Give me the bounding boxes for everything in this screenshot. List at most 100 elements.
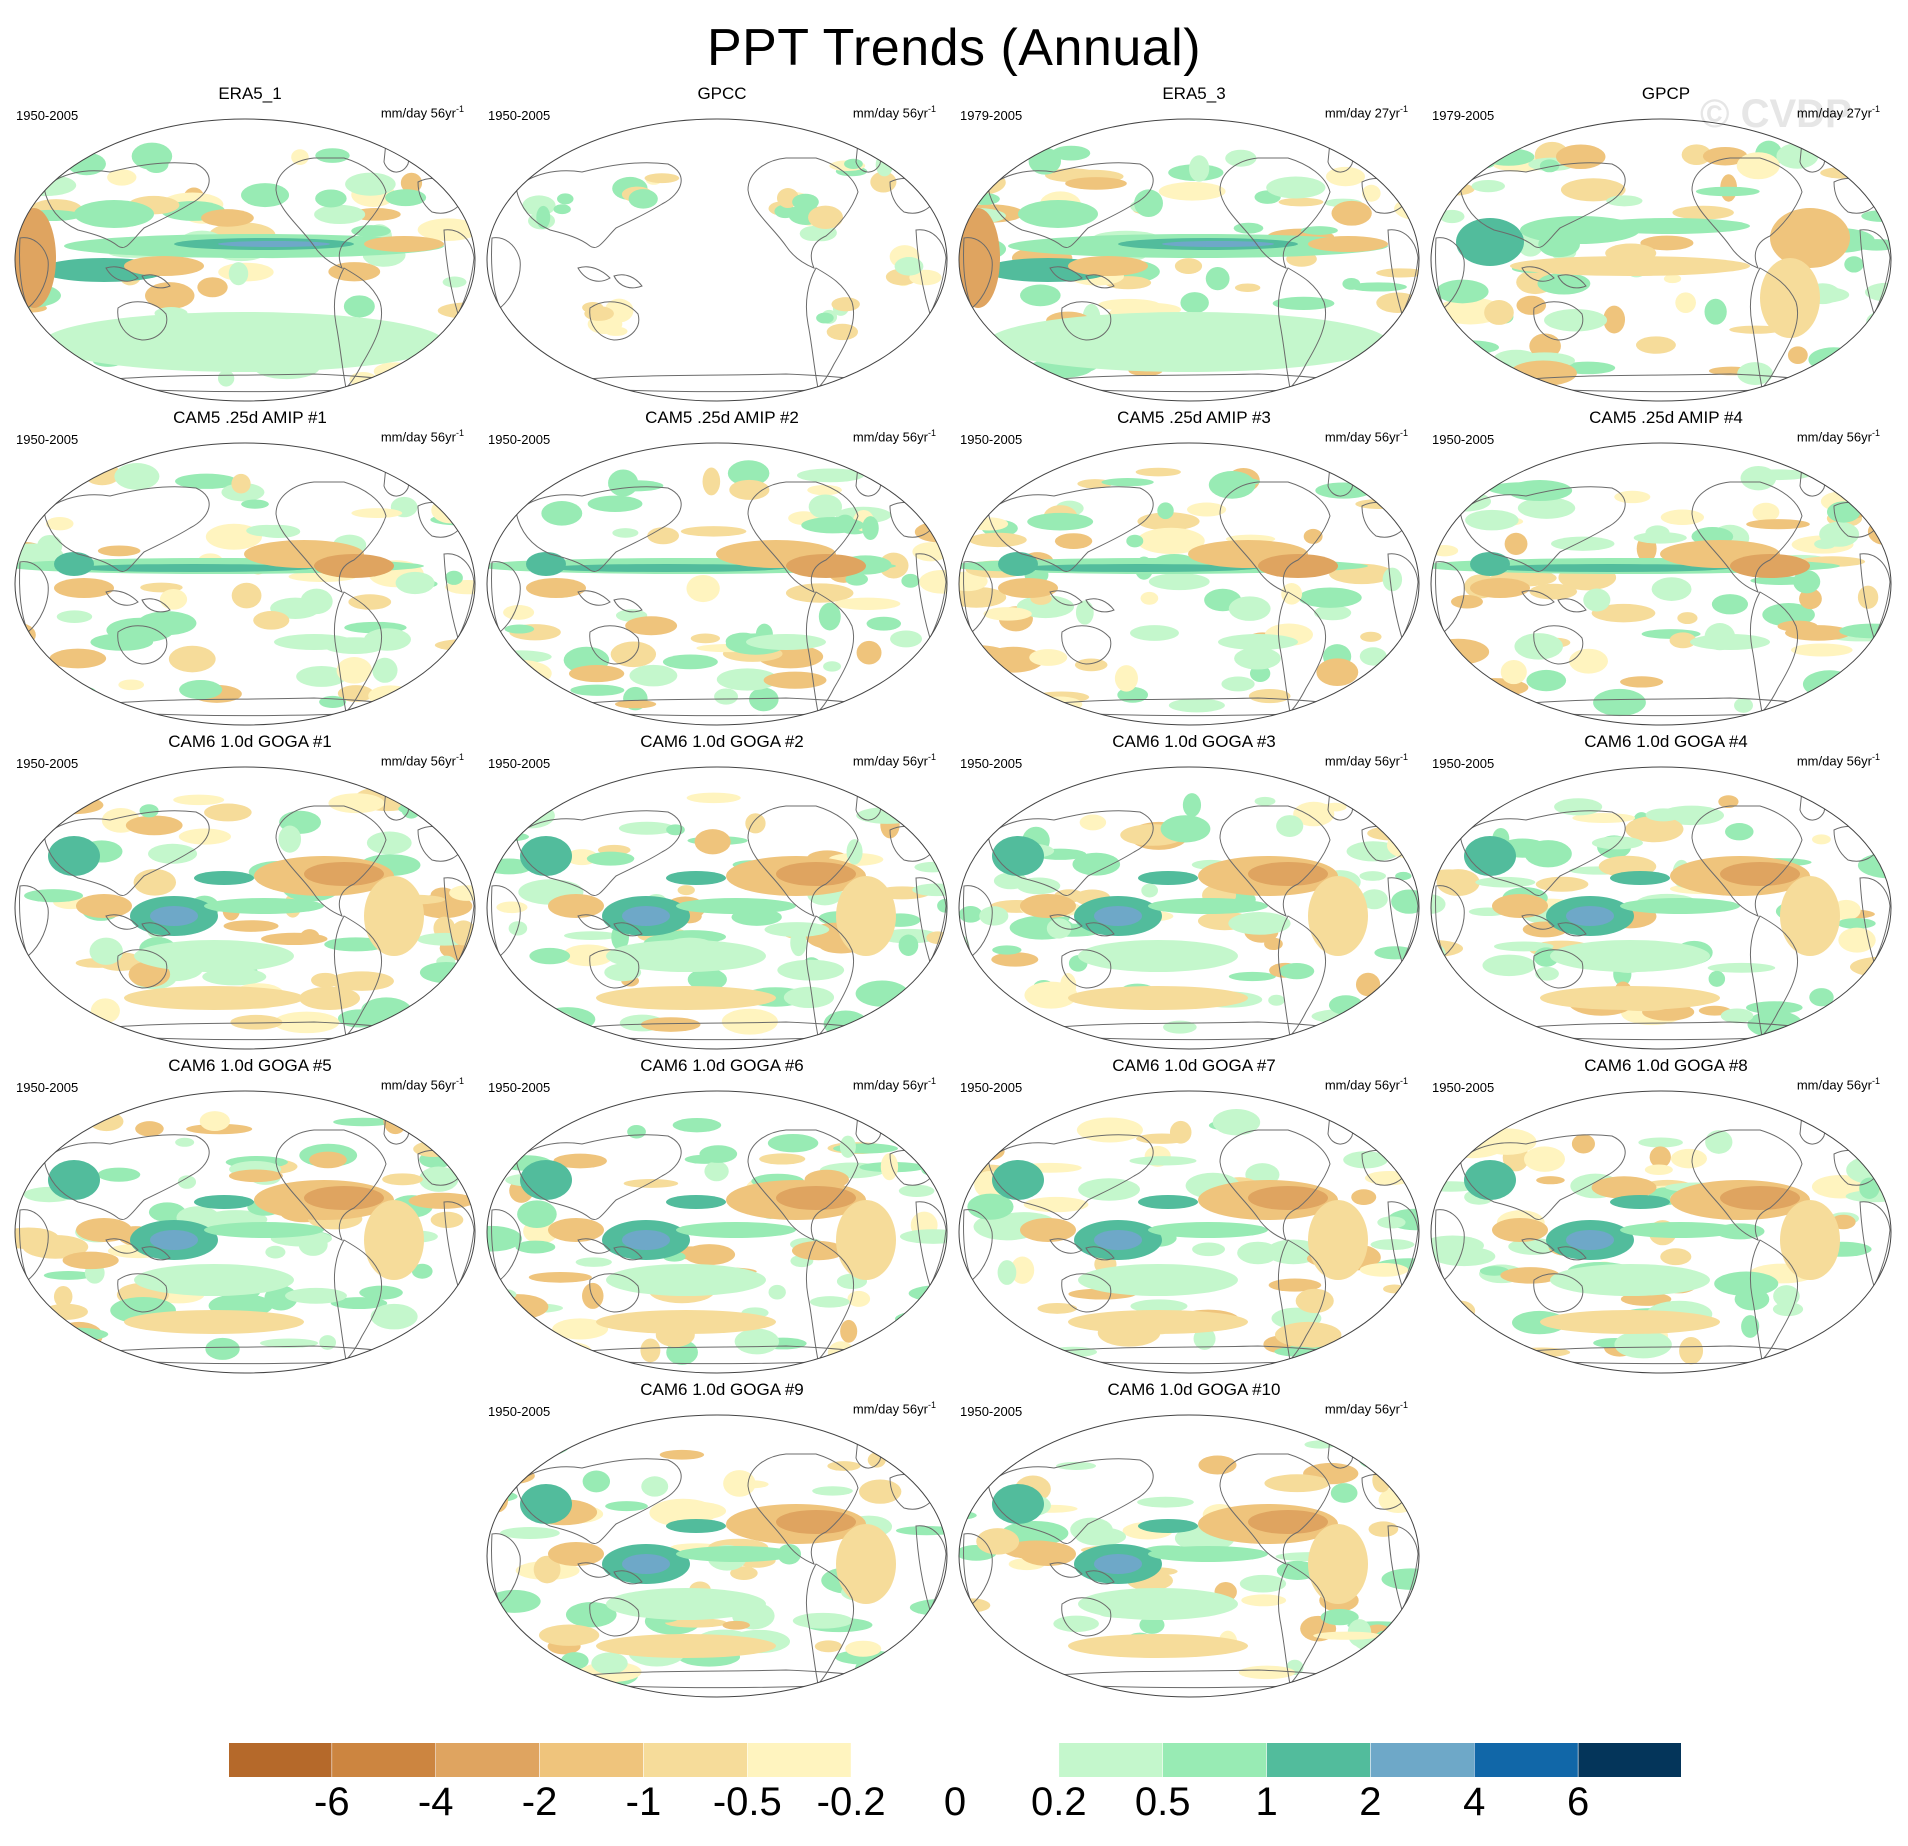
panel-title: CAM5 .25d AMIP #3 xyxy=(1117,408,1271,427)
trend-cell xyxy=(1239,1574,1287,1593)
trend-cell xyxy=(912,542,947,562)
trend-region xyxy=(1068,1634,1248,1658)
map-border xyxy=(14,118,476,402)
coastline xyxy=(577,1238,611,1254)
trend-cell xyxy=(1360,889,1388,910)
coastlines xyxy=(491,465,947,717)
trend-cell xyxy=(1741,1315,1760,1338)
coastline xyxy=(1691,1129,1803,1241)
colorbar-swatch xyxy=(539,1742,644,1778)
trend-cell xyxy=(1379,472,1419,494)
trend-cell xyxy=(914,521,947,543)
coastline xyxy=(1521,1238,1555,1254)
trend-region xyxy=(622,1230,670,1250)
trend-cell xyxy=(1857,852,1891,879)
coastline xyxy=(987,486,1154,572)
trend-cell xyxy=(1174,258,1203,274)
colorbar-swatch xyxy=(850,1742,956,1778)
trend-cell xyxy=(487,1651,537,1661)
trend-band xyxy=(1610,871,1670,885)
trend-cell xyxy=(1020,284,1061,307)
trend-cell xyxy=(201,209,254,227)
trend-cell xyxy=(351,225,391,237)
panel-units-exponent: -1 xyxy=(927,1400,936,1410)
trend-cell xyxy=(408,1192,475,1209)
map-border xyxy=(1430,1090,1892,1374)
trend-cell xyxy=(1168,698,1225,713)
coastline xyxy=(141,922,171,937)
panel-units-exponent: -1 xyxy=(1871,752,1880,762)
trend-cell xyxy=(1746,1001,1803,1014)
trend-cell xyxy=(90,998,120,1024)
trend-cell xyxy=(256,524,301,538)
map-panel: CAM6 1.0d GOGA #6 1950-2005 mm/day 56yr-1 xyxy=(486,1056,958,1376)
trend-cell xyxy=(1488,482,1557,496)
trend-cell xyxy=(137,611,197,636)
trend-cell xyxy=(1323,1463,1345,1476)
trend-cell xyxy=(1024,981,1078,1009)
coastline xyxy=(1049,266,1083,282)
trend-cell xyxy=(1276,815,1304,837)
trend-cell xyxy=(1773,1285,1800,1308)
trend-region xyxy=(988,312,1388,372)
trend-cell xyxy=(1861,210,1891,222)
trend-cell xyxy=(1729,325,1783,334)
trend-cell xyxy=(641,1476,669,1497)
coastline xyxy=(805,591,855,714)
trend-field xyxy=(1431,140,1891,393)
trend-cell xyxy=(178,828,231,845)
trend-cell xyxy=(1536,1176,1565,1185)
trend-cell xyxy=(908,1452,938,1474)
coastline xyxy=(963,237,993,309)
trend-region xyxy=(520,1160,572,1200)
coastline xyxy=(105,1238,139,1254)
map-panel: ERA5_1 1950-2005 mm/day 56yr-1 xyxy=(14,84,486,404)
trend-cell xyxy=(562,944,615,967)
trend-cell xyxy=(296,665,347,687)
trend-cell xyxy=(1330,1483,1358,1503)
trend-cell xyxy=(1620,676,1664,688)
trend-cell xyxy=(1370,1330,1397,1351)
coastline xyxy=(577,590,611,606)
coastline xyxy=(141,598,171,613)
coastline xyxy=(515,486,682,572)
trend-cell xyxy=(614,700,657,709)
trend-cell xyxy=(983,607,1032,621)
trend-cell xyxy=(299,986,361,1010)
trend-cell xyxy=(605,1501,648,1512)
map-panel: CAM5 .25d AMIP #1 1950-2005 mm/day 56yr-1 xyxy=(14,408,486,728)
trend-cell xyxy=(1381,1568,1419,1590)
coastline xyxy=(1557,1246,1587,1261)
trend-cell xyxy=(319,1335,337,1350)
trend-cell xyxy=(1325,166,1366,187)
panel-title: CAM6 1.0d GOGA #1 xyxy=(168,732,332,751)
trend-band xyxy=(1590,218,1750,234)
coastline xyxy=(1859,877,1891,964)
coastline xyxy=(747,805,859,917)
trend-cell xyxy=(1500,659,1527,685)
trend-band xyxy=(1138,1519,1198,1533)
panel-units-text: mm/day 56yr xyxy=(1324,1077,1400,1093)
panel-title: CAM5 .25d AMIP #4 xyxy=(1589,408,1743,427)
coastline xyxy=(105,914,139,930)
trend-cell xyxy=(902,483,936,507)
trend-band xyxy=(194,871,254,885)
colorbar-tick-label: 6 xyxy=(1567,1780,1590,1824)
trend-cell xyxy=(1802,670,1856,699)
trend-cell xyxy=(489,1288,517,1301)
panel-units-exponent: -1 xyxy=(927,428,936,438)
trend-cell xyxy=(792,1612,853,1629)
trend-cell xyxy=(1359,871,1386,881)
map-panel: CAM6 1.0d GOGA #7 1950-2005 mm/day 56yr-1 xyxy=(958,1056,1430,1376)
coastline xyxy=(443,229,475,316)
trend-cell xyxy=(899,1229,947,1244)
trend-cell xyxy=(874,1657,899,1666)
trend-cell xyxy=(1448,358,1514,385)
trend-cell xyxy=(1431,677,1477,691)
trend-cell xyxy=(783,986,835,1009)
panel-units-exponent: -1 xyxy=(455,752,464,762)
trend-cell xyxy=(56,610,93,624)
trend-cell xyxy=(1385,465,1419,489)
trend-region xyxy=(1470,552,1510,576)
coastline xyxy=(915,1201,947,1288)
